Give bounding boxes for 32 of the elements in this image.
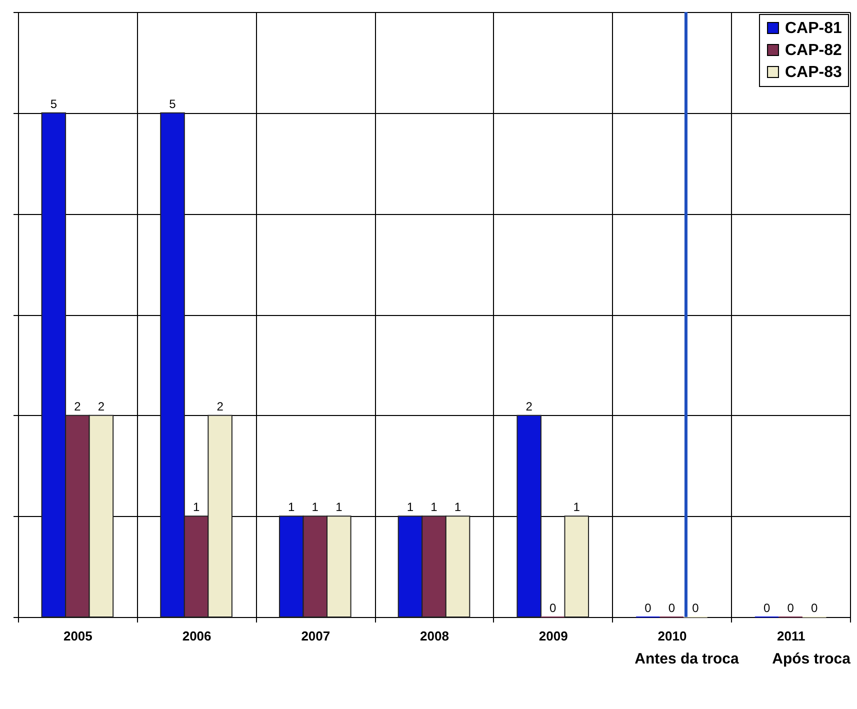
x-tick-label: 2006 <box>182 628 212 644</box>
data-label: 0 <box>644 601 652 615</box>
x-tick-label: 2007 <box>301 628 330 644</box>
data-label: 1 <box>192 500 200 514</box>
text: Antes da troca Após troca <box>634 650 850 668</box>
data-label: 0 <box>668 601 676 615</box>
x-tick-label: 2011 <box>776 628 806 644</box>
data-label: 1 <box>454 500 462 514</box>
data-label: 2 <box>98 399 105 414</box>
legend-label: CAP-82 <box>785 42 842 59</box>
legend-label: CAP-83 <box>785 64 842 81</box>
data-label: 2 <box>526 399 533 414</box>
data-label: 2 <box>74 399 82 414</box>
data-label: 0 <box>550 601 557 615</box>
x-tick-label: 2005 <box>63 628 92 644</box>
data-label: 0 <box>787 601 794 615</box>
legend-label: CAP-81 <box>785 20 842 37</box>
data-label: 5 <box>50 96 58 111</box>
data-label: 1 <box>336 500 343 514</box>
data-label: 2 <box>216 399 224 414</box>
data-label: 0 <box>763 601 770 615</box>
data-label: 1 <box>312 500 319 514</box>
data-label: 1 <box>430 500 438 514</box>
data-label: 5 <box>169 96 176 111</box>
x-tick-label: 2009 <box>538 628 568 644</box>
x-tick-label: 2010 <box>658 628 687 644</box>
x-tick-label: 2008 <box>420 628 449 644</box>
data-label: 1 <box>406 500 414 514</box>
data-label: 0 <box>692 601 700 615</box>
data-label: 0 <box>811 601 818 615</box>
data-label: 1 <box>288 500 296 514</box>
data-label: 1 <box>573 500 580 514</box>
